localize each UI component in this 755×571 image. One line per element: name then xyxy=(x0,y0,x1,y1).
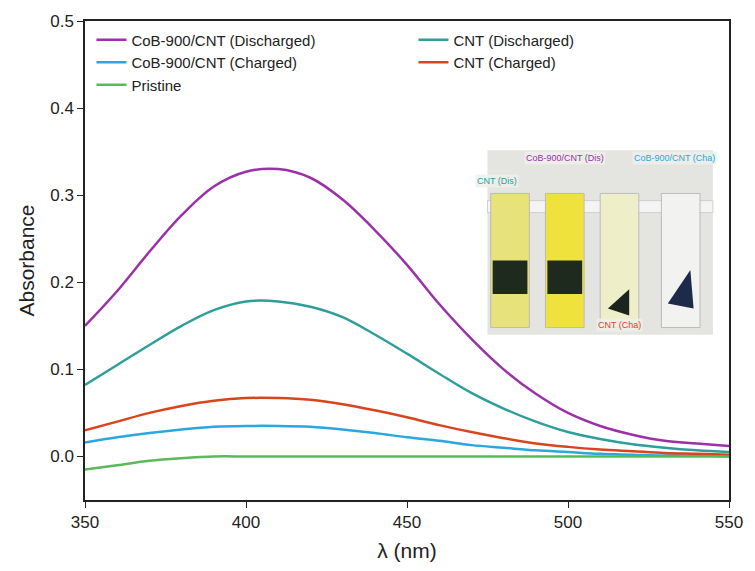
svg-text:550: 550 xyxy=(715,513,743,532)
svg-text:450: 450 xyxy=(393,513,421,532)
svg-text:CNT (Discharged): CNT (Discharged) xyxy=(453,31,574,48)
svg-text:500: 500 xyxy=(554,513,582,532)
svg-text:Absorbance: Absorbance xyxy=(15,204,38,316)
svg-text:0.2: 0.2 xyxy=(50,273,74,292)
svg-text:400: 400 xyxy=(232,513,260,532)
svg-text:CNT (Dis): CNT (Dis) xyxy=(477,176,517,186)
svg-text:0.5: 0.5 xyxy=(50,12,74,31)
svg-text:CoB-900/CNT (Cha): CoB-900/CNT (Cha) xyxy=(634,153,715,163)
svg-text:Pristine: Pristine xyxy=(131,76,181,93)
svg-text:CNT (Charged): CNT (Charged) xyxy=(453,54,555,71)
svg-text:CoB-900/CNT (Dis): CoB-900/CNT (Dis) xyxy=(526,153,604,163)
svg-text:CoB-900/CNT (Charged): CoB-900/CNT (Charged) xyxy=(131,54,297,71)
svg-text:0.0: 0.0 xyxy=(50,447,74,466)
svg-text:0.3: 0.3 xyxy=(50,186,74,205)
svg-text:0.4: 0.4 xyxy=(50,99,74,118)
svg-text:350: 350 xyxy=(71,513,99,532)
svg-text:λ (nm): λ (nm) xyxy=(377,539,437,562)
svg-text:0.1: 0.1 xyxy=(50,360,74,379)
svg-text:CNT (Cha): CNT (Cha) xyxy=(598,320,641,330)
svg-text:CoB-900/CNT (Discharged): CoB-900/CNT (Discharged) xyxy=(131,31,315,48)
